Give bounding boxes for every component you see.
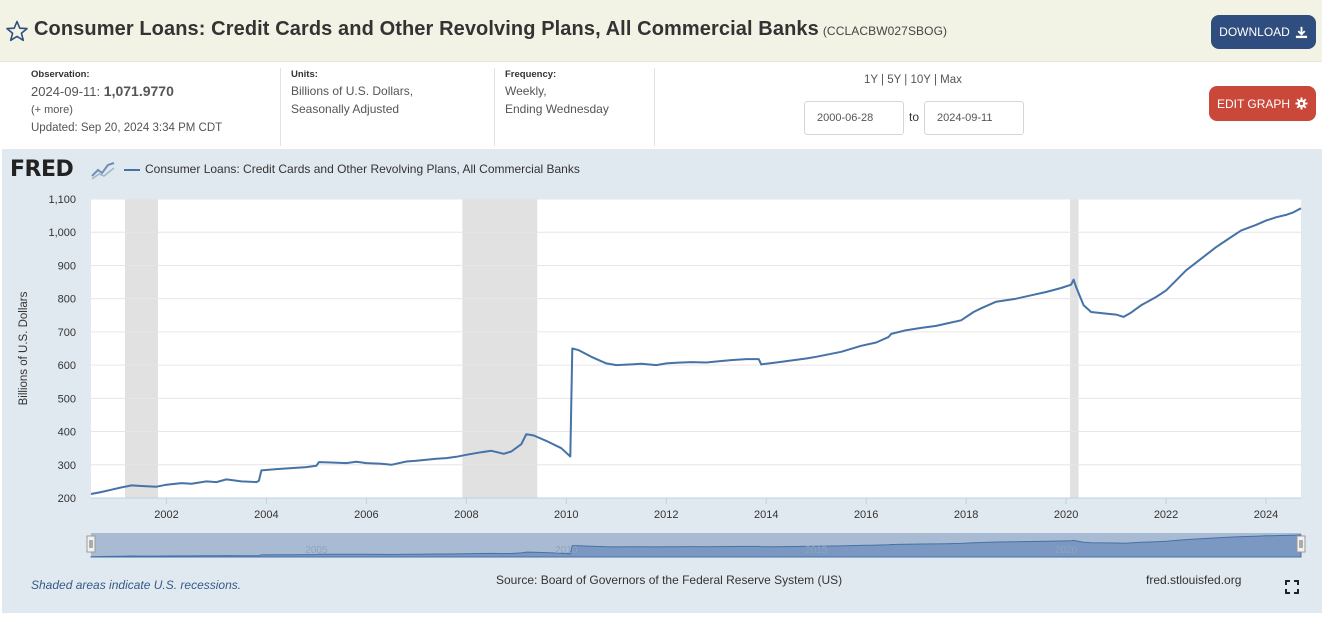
plot-area <box>91 199 1301 498</box>
navigator-series <box>90 534 1302 558</box>
range-1y[interactable]: 1Y <box>864 74 878 86</box>
navigator-tick-label: 2010 <box>555 545 578 556</box>
series-id: (CCLACBW027SBOG) <box>822 24 948 38</box>
units-label: Units: <box>291 69 318 80</box>
edit-graph-button[interactable]: EDIT GRAPH <box>1209 86 1316 121</box>
x-tick-label: 2024 <box>1254 509 1278 521</box>
y-axis-label: Billions of U.S. Dollars <box>18 291 30 405</box>
legend-swatch <box>124 169 140 171</box>
x-tick-label: 2004 <box>254 509 278 521</box>
navigator-tick-label: 2015 <box>805 545 828 556</box>
y-tick-label: 400 <box>58 427 76 439</box>
recession-band <box>124 199 158 498</box>
title-bar: Consumer Loans: Credit Cards and Other R… <box>0 0 1322 62</box>
frequency-block: Frequency: Weekly, Ending Wednesday <box>505 68 609 118</box>
observation-block: Observation: 2024-09-11: 1,071.9770 (+ m… <box>31 68 222 137</box>
x-tick-label: 2020 <box>1054 509 1078 521</box>
x-tick-label: 2016 <box>854 509 878 521</box>
updated-text: Updated: Sep 20, 2024 3:34 PM CDT <box>31 122 223 134</box>
to-label: to <box>909 110 920 124</box>
y-tick-label: 1,000 <box>48 227 76 239</box>
download-icon <box>1295 26 1307 38</box>
legend-label: Consumer Loans: Credit Cards and Other R… <box>145 162 580 176</box>
fullscreen-icon[interactable] <box>1285 580 1299 594</box>
logo-graph-icon <box>91 162 115 180</box>
edit-graph-label: EDIT GRAPH <box>1216 96 1291 111</box>
y-tick-label: 200 <box>58 493 76 505</box>
x-tick-label: 2018 <box>954 509 978 521</box>
x-tick-label: 2008 <box>454 509 478 521</box>
observation-label: Observation: <box>31 69 90 80</box>
observation-line: 2024-09-11: 1,071.9770 <box>31 82 222 101</box>
frequency-line1: Weekly, <box>505 84 547 98</box>
x-tick-label: 2010 <box>554 509 578 521</box>
y-tick-label: 600 <box>58 360 76 372</box>
recession-band <box>1070 199 1079 498</box>
units-line1: Billions of U.S. Dollars, <box>291 84 414 98</box>
start-date-input[interactable]: 2000-06-28 <box>804 101 904 135</box>
series-line <box>90 207 1302 495</box>
x-tick-label: 2022 <box>1154 509 1178 521</box>
range-10y[interactable]: 10Y <box>910 74 931 86</box>
x-tick-label: 2002 <box>154 509 178 521</box>
fred-logo[interactable]: FRED <box>10 157 74 182</box>
range-max[interactable]: Max <box>940 74 962 86</box>
navigator-tick-label: 2005 <box>305 545 328 556</box>
frequency-line2: Ending Wednesday <box>505 102 609 116</box>
y-tick-label: 700 <box>58 327 76 339</box>
range-links: 1Y | 5Y | 10Y | Max <box>864 74 962 86</box>
recession-band <box>462 199 538 498</box>
range-5y[interactable]: 5Y <box>887 74 902 86</box>
y-tick-label: 900 <box>58 260 76 272</box>
y-tick-label: 500 <box>58 393 76 405</box>
units-block: Units: Billions of U.S. Dollars, Seasona… <box>291 68 413 118</box>
recession-note: Shaded areas indicate U.S. recessions. <box>31 578 242 592</box>
more-link[interactable]: (+ more) <box>31 104 73 116</box>
navigator-handle[interactable] <box>86 535 96 553</box>
gear-icon <box>1295 97 1308 110</box>
observation-value: 1,071.9770 <box>103 83 174 99</box>
navigator-tick-label: 2020 <box>1055 545 1078 556</box>
observation-date: 2024-09-11: <box>31 84 101 99</box>
x-tick-label: 2012 <box>654 509 678 521</box>
frequency-label: Frequency: <box>505 69 557 80</box>
divider <box>494 68 495 146</box>
site-link[interactable]: fred.stlouisfed.org <box>1146 573 1242 587</box>
units-line2: Seasonally Adjusted <box>291 102 400 116</box>
y-tick-label: 800 <box>58 294 76 306</box>
download-label: DOWNLOAD <box>1219 25 1290 39</box>
divider <box>654 68 655 146</box>
x-tick-label: 2006 <box>354 509 378 521</box>
x-tick-label: 2014 <box>754 509 778 521</box>
series-title: Consumer Loans: Credit Cards and Other R… <box>34 18 947 41</box>
download-button[interactable]: DOWNLOAD <box>1211 15 1316 49</box>
series-title-text: Consumer Loans: Credit Cards and Other R… <box>34 18 819 40</box>
y-tick-label: 1,100 <box>48 194 76 206</box>
source-text: Source: Board of Governors of the Federa… <box>496 573 843 587</box>
divider <box>280 68 281 146</box>
star-icon[interactable] <box>5 19 29 43</box>
end-date-input[interactable]: 2024-09-11 <box>924 101 1024 135</box>
navigator-handle[interactable] <box>1296 535 1306 553</box>
y-tick-label: 300 <box>58 460 76 472</box>
